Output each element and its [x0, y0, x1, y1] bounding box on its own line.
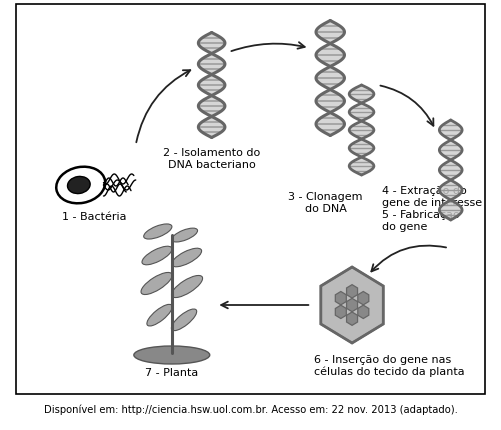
Polygon shape — [346, 285, 357, 298]
Polygon shape — [357, 305, 368, 319]
Ellipse shape — [171, 228, 197, 242]
Polygon shape — [438, 160, 461, 180]
Polygon shape — [357, 292, 368, 305]
Ellipse shape — [67, 176, 90, 194]
Polygon shape — [335, 305, 346, 319]
Text: 1 - Bactéria: 1 - Bactéria — [62, 212, 126, 222]
Polygon shape — [198, 117, 224, 138]
Ellipse shape — [171, 248, 201, 267]
Polygon shape — [198, 75, 224, 95]
Text: 7 - Planta: 7 - Planta — [145, 368, 198, 378]
Polygon shape — [315, 113, 344, 135]
Polygon shape — [198, 95, 224, 117]
Polygon shape — [349, 121, 373, 139]
Text: Disponível em: http://ciencia.hsw.uol.com.br. Acesso em: 22 nov. 2013 (adaptado): Disponível em: http://ciencia.hsw.uol.co… — [44, 405, 456, 415]
Text: 5 - Fabricação
do gene: 5 - Fabricação do gene — [382, 210, 459, 232]
Ellipse shape — [142, 246, 172, 265]
Polygon shape — [335, 292, 346, 305]
Polygon shape — [438, 200, 461, 220]
Polygon shape — [315, 43, 344, 66]
Text: 3 - Clonagem
do DNA: 3 - Clonagem do DNA — [288, 192, 362, 214]
Polygon shape — [349, 157, 373, 175]
Ellipse shape — [147, 304, 172, 326]
Polygon shape — [315, 67, 344, 89]
Text: 4 - Extração do
gene de interesse: 4 - Extração do gene de interesse — [382, 186, 481, 208]
Polygon shape — [346, 298, 357, 312]
Text: 2 - Isolamento do
DNA bacteriano: 2 - Isolamento do DNA bacteriano — [163, 148, 260, 169]
Ellipse shape — [141, 273, 172, 295]
Polygon shape — [349, 139, 373, 157]
Ellipse shape — [171, 309, 196, 331]
Text: 6 - Inserção do gene nas
células do tecido da planta: 6 - Inserção do gene nas células do teci… — [314, 355, 464, 377]
Ellipse shape — [56, 167, 105, 203]
Ellipse shape — [171, 276, 202, 298]
Polygon shape — [198, 54, 224, 74]
Polygon shape — [438, 140, 461, 160]
Polygon shape — [349, 85, 373, 103]
Polygon shape — [320, 267, 383, 343]
Polygon shape — [315, 21, 344, 43]
Polygon shape — [315, 90, 344, 112]
Ellipse shape — [143, 224, 171, 239]
Polygon shape — [438, 180, 461, 200]
Ellipse shape — [134, 346, 209, 364]
Polygon shape — [438, 120, 461, 140]
Polygon shape — [346, 312, 357, 326]
Polygon shape — [198, 33, 224, 53]
Polygon shape — [349, 103, 373, 121]
